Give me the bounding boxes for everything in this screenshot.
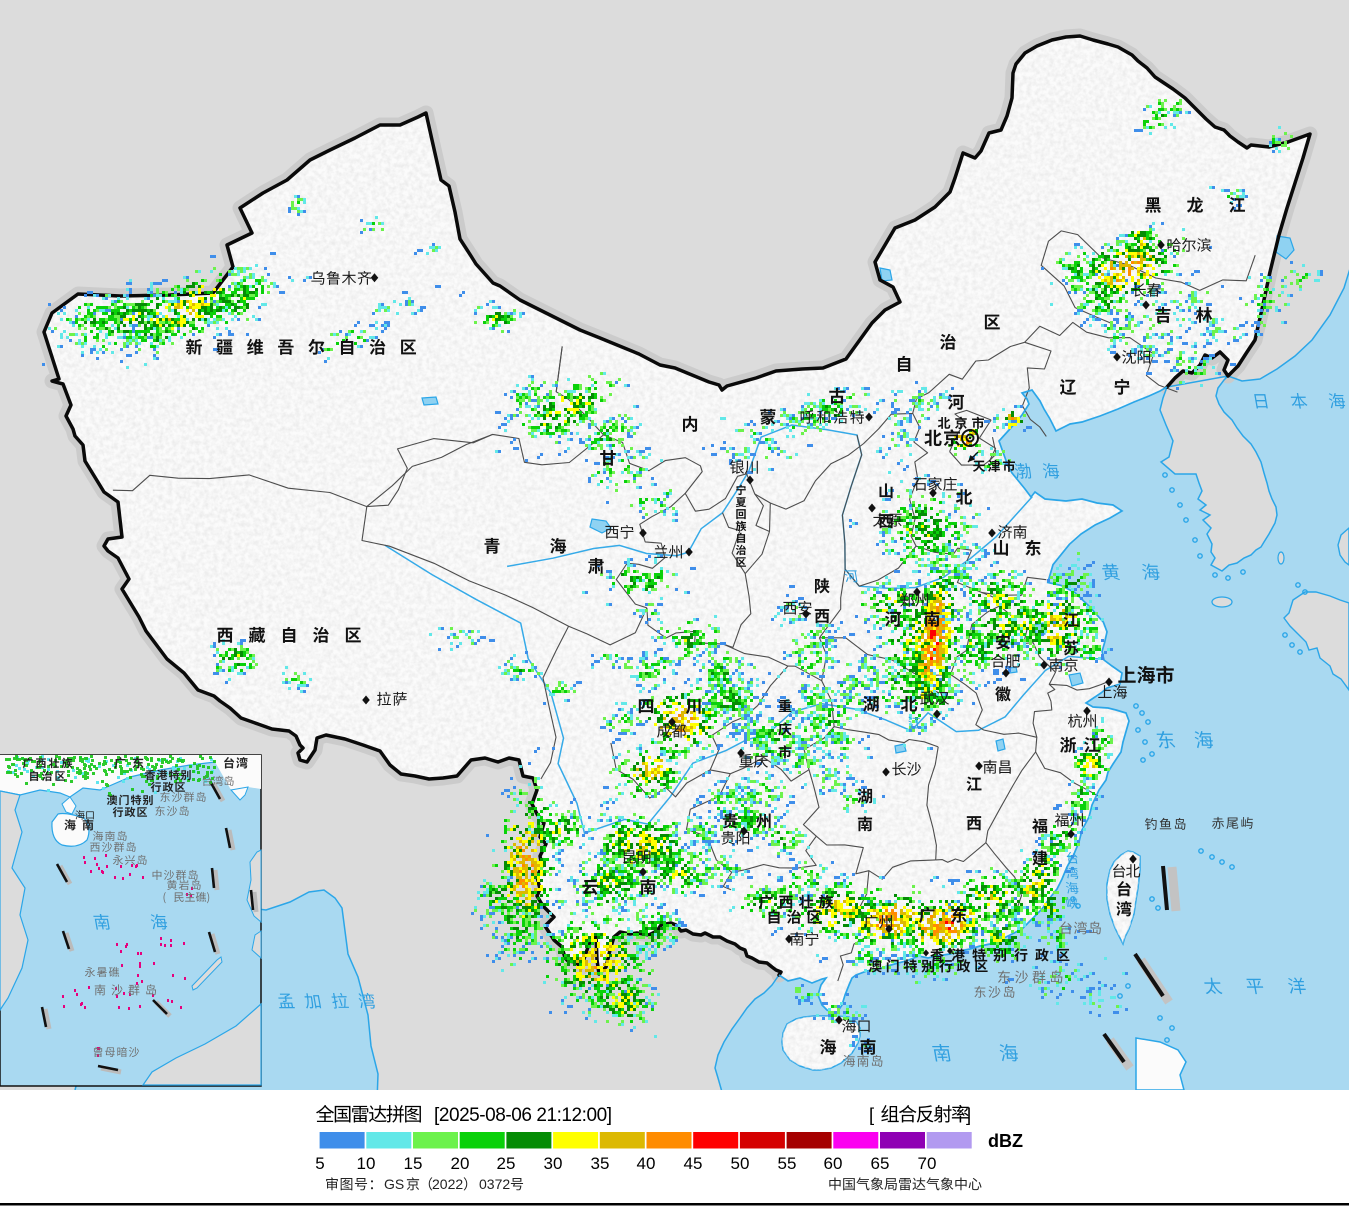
svg-text:[: [ [869,1104,874,1125]
svg-text:10: 10 [357,1154,376,1173]
svg-text:20: 20 [451,1154,470,1173]
svg-text:30: 30 [544,1154,563,1173]
svg-text:0372: 0372 [479,1176,510,1192]
svg-text:]: ] [966,1104,971,1125]
svg-text:35: 35 [591,1154,610,1173]
svg-text:70: 70 [918,1154,937,1173]
svg-text:65: 65 [871,1154,890,1173]
svg-text:dBZ: dBZ [988,1131,1023,1151]
svg-text:55: 55 [778,1154,797,1173]
svg-text:60: 60 [824,1154,843,1173]
svg-text:40: 40 [637,1154,656,1173]
svg-text:5: 5 [315,1154,324,1173]
svg-text:2022: 2022 [432,1176,463,1192]
svg-text:50: 50 [731,1154,750,1173]
svg-text:45: 45 [684,1154,703,1173]
svg-text:[2025-08-06 21:12:00]: [2025-08-06 21:12:00] [434,1105,612,1126]
svg-text:25: 25 [497,1154,516,1173]
svg-text:15: 15 [404,1154,423,1173]
svg-text:GS: GS [384,1176,404,1192]
